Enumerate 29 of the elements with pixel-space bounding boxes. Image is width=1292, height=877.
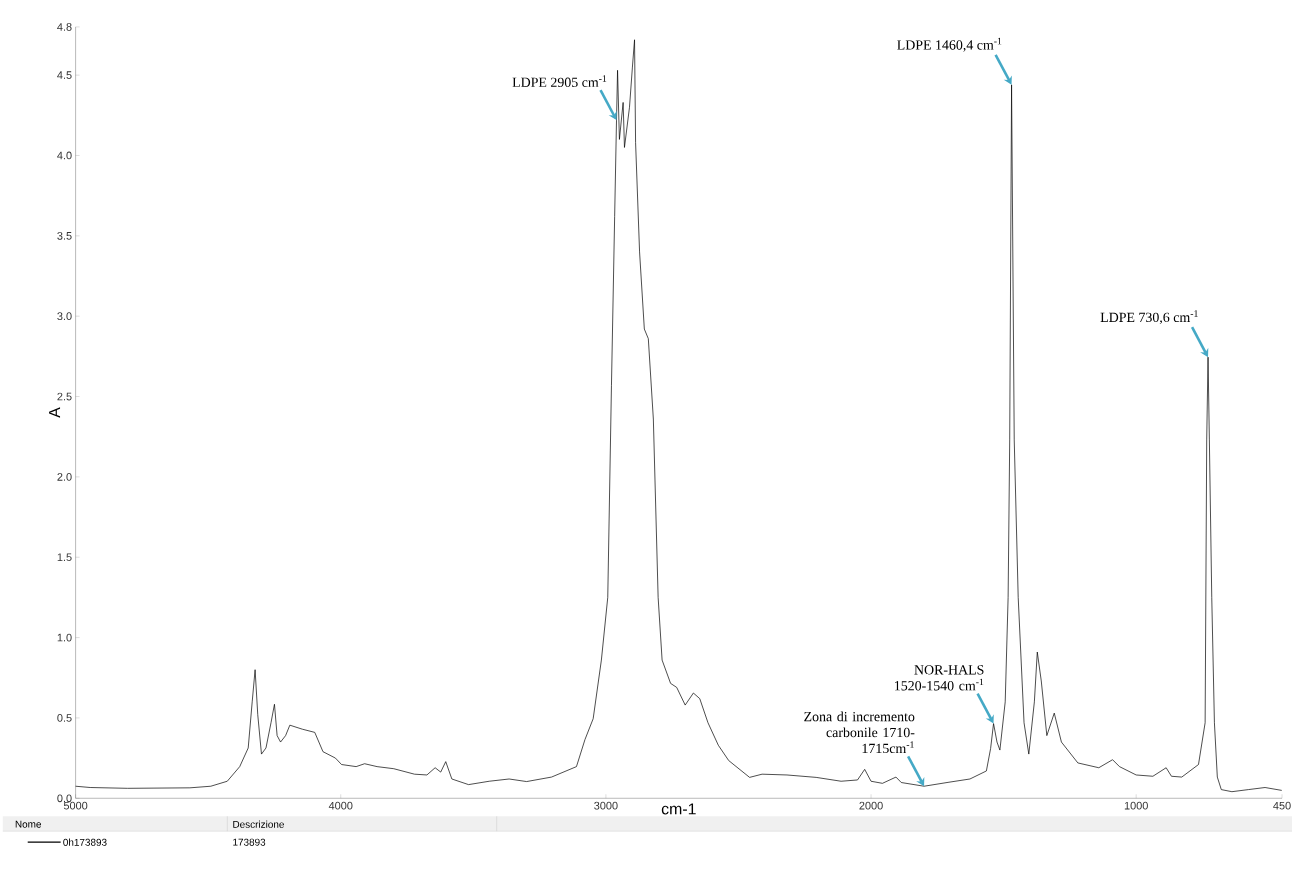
- y-tick-label: 0.5: [57, 714, 72, 722]
- x-tick-label: 1000: [1124, 801, 1148, 810]
- y-tick-label: 3.5: [57, 231, 72, 240]
- y-axis-title: A: [49, 407, 61, 418]
- x-tick-label: 2000: [859, 801, 883, 810]
- x-tick-label: 450: [1273, 801, 1291, 810]
- annotation: LDPE 2905 cm$^{-1}$: [512, 75, 607, 87]
- y-tick-label: 4.0: [57, 151, 72, 160]
- x-tick-label: 3000: [594, 801, 618, 810]
- y-tick-label: 1.5: [57, 553, 72, 561]
- annotation: Zona di incremento carbonile 1710-1715cm$^{-1}$: [804, 711, 915, 754]
- y-tick-label: 4.5: [57, 71, 72, 79]
- x-axis-title: cm-1: [661, 803, 696, 815]
- y-tick-label: 1.0: [57, 633, 72, 642]
- text: Descrizione: [233, 820, 284, 828]
- text: 173893: [233, 838, 266, 846]
- legend-label: 0h173893: [63, 838, 107, 846]
- annotation: LDPE 1460,4 cm$^{-1}$: [897, 37, 1002, 52]
- annotation: LDPE 730,6 cm$^{-1}$: [1100, 310, 1198, 324]
- x-tick-label: 5000: [63, 801, 88, 810]
- text: Nome: [15, 820, 42, 828]
- y-tick-label: 2.0: [57, 472, 72, 481]
- annotation: NOR-HALS 1520-1540 cm$^{-1}$: [895, 665, 984, 691]
- y-tick-label: 3.0: [57, 312, 72, 321]
- y-tick-label: 0.0: [57, 794, 72, 803]
- y-tick-label: 4.8: [57, 23, 72, 31]
- line-series: [75, 39, 1283, 792]
- x-tick-label: 4000: [328, 801, 353, 810]
- y-tick-label: 2.5: [57, 392, 72, 401]
